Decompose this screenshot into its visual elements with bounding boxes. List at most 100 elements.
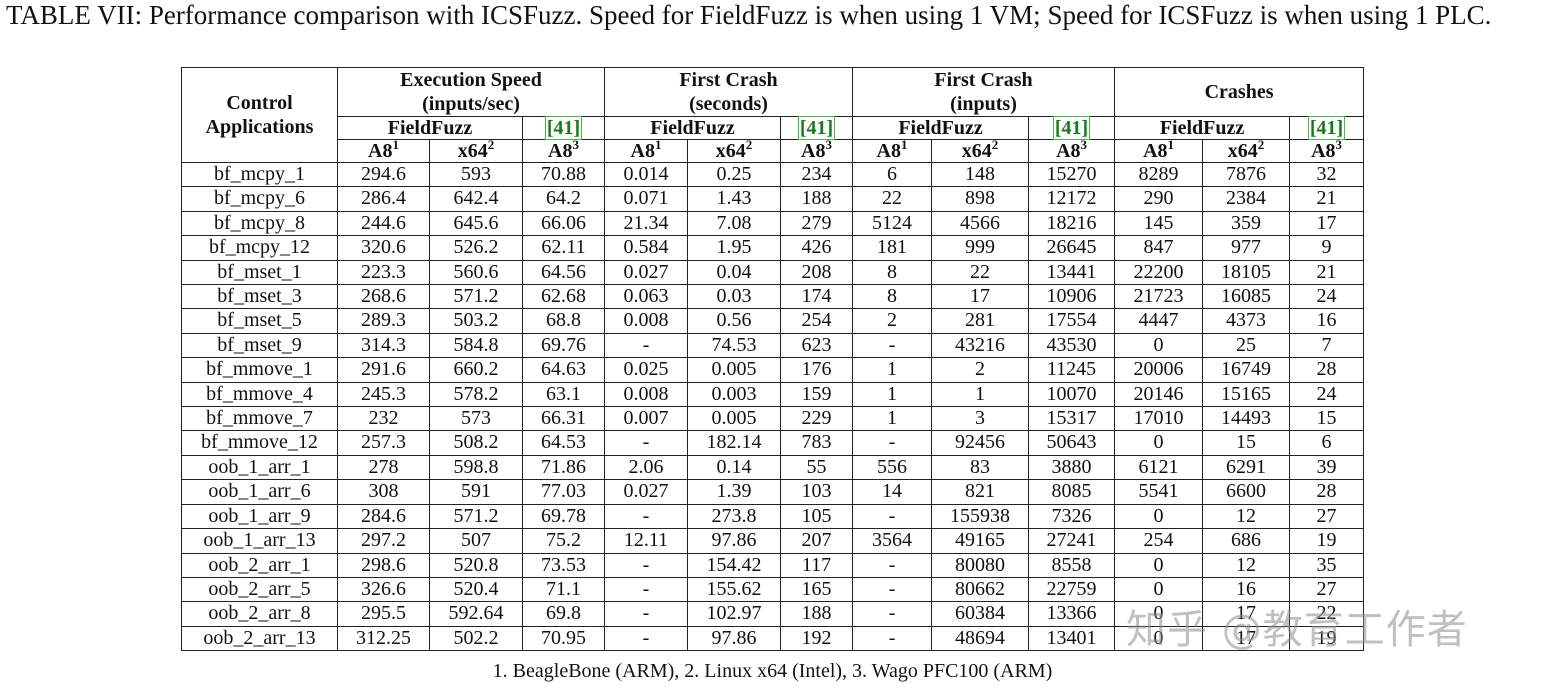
value-cell: 1: [852, 381, 933, 408]
value-cell: 520.4: [429, 576, 523, 603]
table-row: oob_2_arr_5 326.6 520.4 71.1-155.62 165-8066…: [181, 576, 1365, 603]
platform-footnote-mark: 3: [825, 137, 833, 152]
value-cell: -: [604, 503, 689, 530]
table-row: bf_mset_9 314.3 584.8 69.76-74.53 623-43216 4…: [181, 332, 1365, 359]
app-name-cell: oob_1_arr_6: [181, 479, 338, 505]
value-cell: -: [604, 430, 689, 456]
citation-link[interactable]: [41]: [1307, 116, 1346, 140]
value-cell: 20006: [1114, 357, 1204, 383]
value-cell: 0.027: [604, 259, 689, 286]
value-cell: 28: [1289, 479, 1365, 505]
value-cell: 55: [780, 454, 854, 481]
value-cell: 0.027: [604, 479, 689, 505]
citation-link[interactable]: [41]: [1052, 116, 1091, 140]
value-cell: 847: [1114, 235, 1204, 261]
value-cell: -: [604, 601, 689, 627]
value-cell: 0.025: [604, 357, 689, 383]
value-cell: 1.95: [687, 235, 782, 261]
table-footnote: 1. BeagleBone (ARM), 2. Linux x64 (Intel…: [492, 660, 1053, 682]
table-caption: TABLE VII: Performance comparison with I…: [6, 0, 1492, 30]
value-cell: 9: [1289, 235, 1365, 261]
app-name-cell: bf_mcpy_1: [181, 161, 338, 188]
row-header-label: Control Applications: [205, 92, 314, 138]
platform-footnote-mark: 1: [901, 137, 908, 152]
table-row: oob_1_arr_9 284.6 571.2 69.78-273.8 105-1559…: [181, 503, 1365, 530]
value-cell: 273.8: [687, 503, 782, 530]
fieldfuzz-label: FieldFuzz: [1159, 117, 1245, 139]
value-cell: 24: [1289, 381, 1365, 408]
app-name-cell: bf_mmove_12: [181, 430, 338, 456]
value-cell: 6291: [1202, 454, 1291, 481]
value-cell: 83: [931, 454, 1030, 481]
value-cell: 0.014: [604, 161, 689, 188]
value-cell: 15: [1202, 430, 1291, 456]
value-cell: 8: [852, 284, 933, 310]
value-cell: 0.14: [687, 454, 782, 481]
value-cell: 645.6: [429, 210, 523, 237]
platform-name: A8: [1056, 140, 1081, 162]
value-cell: 6600: [1202, 479, 1291, 505]
table-row: bf_mmove_1 291.6 660.2 64.63 0.025 0.005 176 1 2…: [181, 357, 1365, 383]
value-cell: 268.6: [337, 284, 430, 310]
value-cell: 291.6: [337, 357, 430, 383]
table-row: bf_mcpy_12 320.6 526.2 62.11 0.584 1.95 426 181…: [181, 235, 1365, 261]
value-cell: 312.25: [337, 625, 430, 652]
value-cell: 26645: [1028, 235, 1116, 261]
value-cell: 19: [1289, 625, 1365, 652]
platform-name: A8: [630, 140, 655, 162]
value-cell: 17: [1202, 601, 1291, 627]
table-row: oob_2_arr_13 312.25 502.2 70.95-97.86 192-48…: [181, 625, 1365, 652]
group-title: Execution Speed (inputs/sec): [400, 69, 542, 115]
value-cell: 571.2: [429, 503, 523, 530]
table-row: oob_1_arr_6 308 591 77.03 0.027 1.39 103 14 821 8…: [181, 479, 1365, 505]
value-cell: 176: [780, 357, 854, 383]
citation-link[interactable]: [41]: [797, 116, 836, 140]
value-cell: 0: [1114, 430, 1204, 456]
table-row: bf_mcpy_6 286.4 642.4 64.2 0.071 1.43 188 22 898…: [181, 186, 1365, 212]
platform-header: A83: [1028, 138, 1116, 163]
value-cell: 13366: [1028, 601, 1116, 627]
value-cell: 1.39: [687, 479, 782, 505]
value-cell: 279: [780, 210, 854, 237]
table-row: bf_mset_3 268.6 571.2 62.68 0.063 0.03 174 8 17 1…: [181, 284, 1365, 310]
value-cell: -: [852, 576, 933, 603]
table-row: bf_mmove_12 257.3 508.2 64.53-182.14 783-924…: [181, 430, 1365, 456]
value-cell: 8289: [1114, 161, 1204, 188]
value-cell: 426: [780, 235, 854, 261]
value-cell: 0.005: [687, 357, 782, 383]
value-cell: 75.2: [521, 528, 606, 554]
value-cell: 2: [931, 357, 1030, 383]
value-cell: 181: [852, 235, 933, 261]
value-cell: 17: [1289, 210, 1365, 237]
citation-link[interactable]: [41]: [544, 116, 583, 140]
app-name-cell: oob_2_arr_8: [181, 601, 338, 627]
value-cell: -: [852, 625, 933, 652]
group-title: First Crash (seconds): [679, 69, 778, 115]
value-cell: 22200: [1114, 259, 1204, 286]
table-row: bf_mset_5 289.3 503.2 68.8 0.008 0.56 254 2 281 1…: [181, 308, 1365, 334]
value-cell: 18216: [1028, 210, 1116, 237]
platform-name: x64: [1227, 140, 1258, 162]
value-cell: 21: [1289, 186, 1365, 212]
value-cell: 0: [1114, 576, 1204, 603]
value-cell: 102.97: [687, 601, 782, 627]
value-cell: 21723: [1114, 284, 1204, 310]
value-cell: 27: [1289, 503, 1365, 530]
platform-name: A8: [1143, 140, 1168, 162]
value-cell: 284.6: [337, 503, 430, 530]
header-row-tools: FieldFuzz [41] FieldFuzz [41] FieldFuzz [41] F…: [182, 116, 1365, 140]
app-name-cell: oob_2_arr_1: [181, 552, 338, 578]
value-cell: 66.31: [521, 406, 606, 432]
value-cell: 783: [780, 430, 854, 456]
value-cell: 18105: [1202, 259, 1291, 286]
value-cell: 308: [337, 479, 430, 505]
value-cell: 74.53: [687, 332, 782, 359]
header-row-groups: Control Applications Execution Speed (inp…: [181, 67, 1365, 163]
value-cell: 50643: [1028, 430, 1116, 456]
value-cell: 12.11: [604, 528, 689, 554]
fieldfuzz-label: FieldFuzz: [898, 117, 983, 139]
value-cell: 11245: [1028, 357, 1116, 383]
value-cell: 25: [1202, 332, 1291, 359]
value-cell: 623: [780, 332, 854, 359]
value-cell: 223.3: [337, 259, 430, 286]
